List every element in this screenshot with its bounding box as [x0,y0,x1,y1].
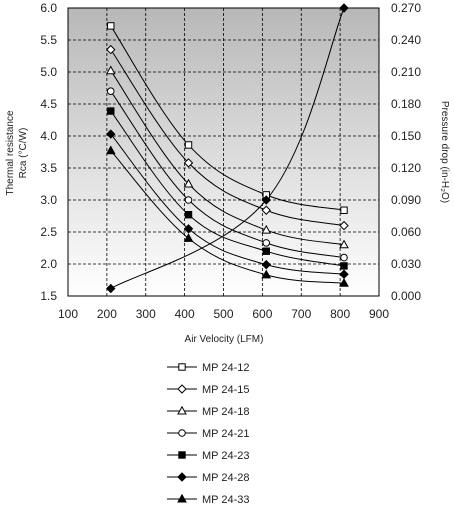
data-point [261,269,272,279]
y-tick-label: 5.0 [40,65,57,79]
pressure-drop-point [106,283,116,294]
series-line [110,70,345,246]
legend-marker [178,363,186,371]
pressure-drop-point [339,3,349,13]
y-tick-labels: 1.5 2.0 2.5 3.0 3.5 4.0 4.5 5.0 5.5 6.0 [40,1,57,303]
y2-tick-label: 0.210 [391,65,421,79]
data-point [183,178,194,188]
data-point [262,247,270,255]
plot-area [67,7,380,297]
data-point [340,262,348,270]
data-point [261,205,271,215]
series-line [110,133,345,275]
data-point [339,239,349,249]
x-tick-label: 400 [175,307,195,321]
data-point [184,141,193,149]
data-markers [105,3,349,294]
data-point [106,129,116,139]
legend-item: MP 24-28 [167,472,250,484]
y2-tick-label: 0.120 [391,161,421,175]
data-point [340,206,348,214]
y-tick-label: 3.0 [40,193,57,207]
data-point [339,220,349,231]
legend-item: MP 24-33 [167,493,250,505]
y-axis-title-line2: Rca (°C/W) [18,128,29,179]
data-point [262,239,271,247]
legend-marker [177,493,187,503]
pressure-drop-point [261,195,271,205]
legend-marker [177,405,187,415]
x-tick-label: 100 [58,307,78,321]
y2-tick-label: 0.090 [391,193,421,207]
y2-tick-labels: 0.000 0.030 0.060 0.090 0.120 0.150 0.180 0.210… [391,1,421,303]
y2-tick-label: 0.270 [391,1,421,15]
legend-item: MP 24-21 [167,428,250,440]
y2-axis-title: Pressure drop (in-H₂O) [439,101,450,203]
x-tick-label: 700 [291,307,311,321]
y-tick-label: 2.0 [40,257,57,271]
y2-tick-label: 0.000 [391,289,421,303]
data-point [183,233,194,242]
legend-label: MP 24-23 [202,450,250,462]
series-line [110,25,345,211]
legend: MP 24-12 MP 24-15 MP 24-18 MP 24-21 MP 24-23… [167,362,250,505]
y-tick-label: 1.5 [40,289,57,303]
legend-marker [178,451,186,459]
y2-tick-label: 0.150 [391,129,421,143]
series-line [110,90,345,259]
legend-label: MP 24-12 [202,362,250,374]
series-line [110,49,345,227]
legend-label: MP 24-15 [202,384,250,396]
y2-tick-label: 0.030 [391,257,421,271]
data-point [107,107,115,115]
legend-label: MP 24-18 [202,406,250,418]
data-point [105,145,116,155]
data-point [261,224,272,234]
y-tick-label: 4.0 [40,129,57,143]
data-point [106,44,116,55]
legend-label: MP 24-28 [202,472,250,484]
x-tick-label: 500 [213,307,233,321]
x-tick-label: 800 [330,307,350,321]
y2-tick-label: 0.180 [391,97,421,111]
x-tick-label: 600 [252,307,272,321]
legend-label: MP 24-21 [202,428,250,440]
y2-tick-label: 0.240 [391,33,421,47]
y-tick-label: 3.5 [40,161,57,175]
x-tick-labels: 100 200 300 400 500 600 700 800 900 [58,307,389,321]
data-point [340,253,348,262]
y-tick-label: 4.5 [40,97,57,111]
x-tick-label: 900 [369,307,389,321]
legend-label: MP 24-33 [202,494,250,505]
legend-item: MP 24-15 [167,384,250,396]
data-point [183,224,194,234]
y-tick-label: 2.5 [40,225,57,239]
data-point [339,277,349,287]
x-tick-label: 200 [97,307,117,321]
y-tick-label: 6.0 [40,1,57,15]
legend-item: MP 24-12 [167,362,250,374]
y-tick-label: 5.5 [40,33,57,47]
data-point [184,211,193,219]
series-line [110,150,345,284]
x-tick-label: 300 [136,307,156,321]
legend-marker [177,472,187,482]
legend-item: MP 24-18 [167,405,250,418]
data-point [184,196,193,204]
series-line [110,110,345,267]
legend-marker [178,429,186,437]
legend-marker [177,384,187,394]
data-point [107,22,115,30]
data-point [183,158,194,168]
data-point [105,65,116,75]
x-axis-title: Air Velocity (LFM) [185,334,264,345]
data-point [106,87,115,95]
y-axis-title-line1: Thermal resistance [5,110,16,195]
legend-item: MP 24-23 [167,450,250,462]
y2-tick-label: 0.060 [391,225,421,239]
data-point [261,259,271,270]
